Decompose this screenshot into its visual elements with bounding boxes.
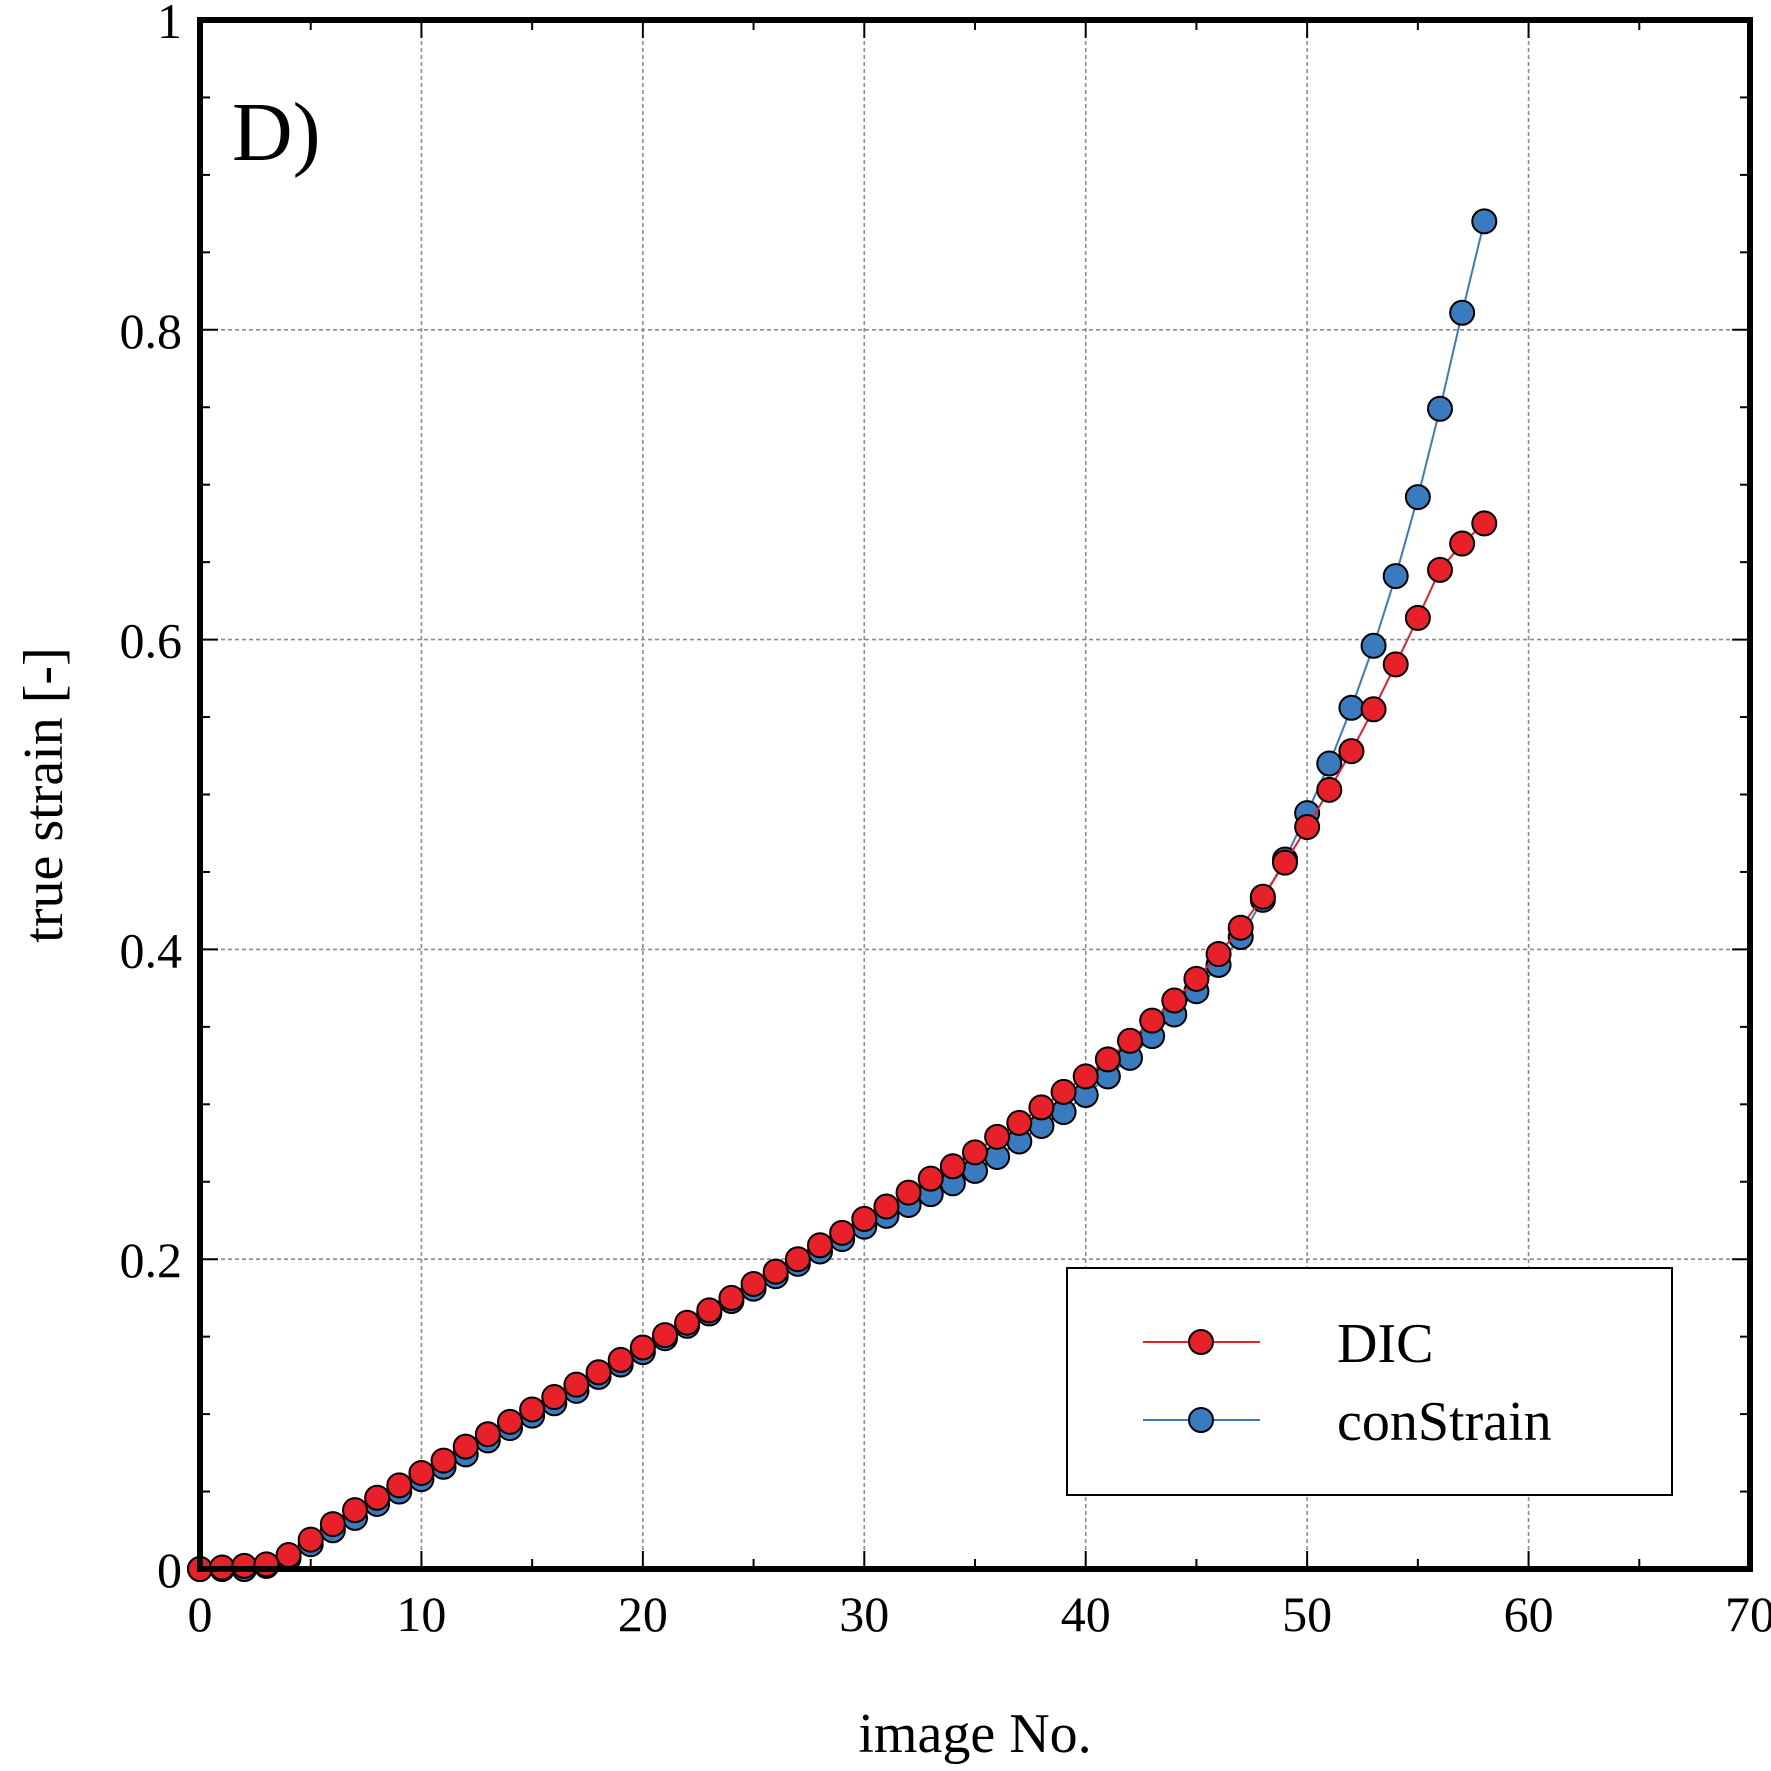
data-point-dic xyxy=(519,1396,546,1423)
data-point-constrain xyxy=(1427,395,1453,422)
data-point-dic xyxy=(962,1139,988,1166)
y-tick-label: 0.4 xyxy=(120,922,183,978)
data-point-constrain xyxy=(1316,750,1343,777)
data-point-dic xyxy=(408,1459,435,1486)
data-point-dic xyxy=(1072,1063,1099,1090)
data-point-dic xyxy=(364,1484,391,1511)
x-tick-label: 70 xyxy=(1725,1586,1771,1642)
data-point-constrain xyxy=(1404,484,1431,511)
data-point-dic xyxy=(1316,776,1343,803)
data-point-dic xyxy=(917,1165,944,1192)
x-axis-label: image No. xyxy=(858,1703,1091,1765)
data-point-dic xyxy=(718,1284,745,1311)
data-point-dic xyxy=(1272,849,1298,876)
data-point-dic xyxy=(497,1408,523,1435)
data-point-dic xyxy=(984,1123,1011,1150)
x-tick-label: 50 xyxy=(1282,1586,1332,1642)
legend: DIC conStrain xyxy=(1066,1267,1673,1496)
plot-series xyxy=(187,208,1498,1582)
legend-marker-dic xyxy=(1188,1329,1214,1355)
data-point-dic xyxy=(1227,914,1254,941)
data-point-constrain xyxy=(1382,563,1409,590)
data-point-dic xyxy=(939,1153,966,1180)
y-tick-labels: 0 0.2 0.4 0.6 0.8 1 xyxy=(120,0,183,1598)
data-point-dic xyxy=(452,1433,479,1460)
data-point-dic xyxy=(319,1511,346,1538)
data-point-dic xyxy=(1028,1094,1055,1121)
data-point-dic xyxy=(1471,510,1498,537)
data-point-dic xyxy=(253,1551,280,1578)
legend-box xyxy=(1066,1267,1673,1496)
data-point-dic xyxy=(607,1346,634,1373)
data-point-dic xyxy=(1338,738,1365,765)
data-point-dic xyxy=(1117,1027,1143,1054)
x-tick-label: 10 xyxy=(396,1586,446,1642)
data-point-dic xyxy=(563,1371,590,1398)
x-tick-label: 30 xyxy=(839,1586,889,1642)
data-point-dic xyxy=(541,1384,568,1411)
data-point-dic xyxy=(297,1526,324,1553)
data-point-dic xyxy=(1006,1109,1033,1136)
data-point-dic xyxy=(1205,941,1232,968)
data-point-dic xyxy=(342,1497,368,1524)
data-point-dic xyxy=(1449,530,1476,557)
data-point-dic xyxy=(1050,1078,1077,1105)
data-point-dic xyxy=(807,1232,833,1259)
data-point-dic xyxy=(1161,987,1188,1014)
data-point-dic xyxy=(629,1334,656,1361)
x-tick-labels: 0 10 20 30 40 50 60 70 xyxy=(188,1586,1771,1642)
data-point-dic xyxy=(851,1205,878,1232)
data-point-dic xyxy=(784,1246,811,1273)
y-axis-label: true strain [-] xyxy=(13,647,75,942)
data-point-dic xyxy=(1294,814,1321,841)
data-point-dic xyxy=(231,1552,258,1579)
data-point-dic xyxy=(1139,1007,1166,1034)
plot-frame xyxy=(197,17,1753,1572)
data-point-dic xyxy=(275,1542,302,1569)
data-point-dic xyxy=(1404,604,1431,631)
y-tick-label: 0 xyxy=(157,1542,182,1598)
data-point-dic xyxy=(829,1219,856,1246)
x-tick-label: 20 xyxy=(618,1586,668,1642)
data-point-dic xyxy=(652,1322,678,1349)
x-tick-label: 40 xyxy=(1061,1586,1111,1642)
x-tick-label: 60 xyxy=(1504,1586,1554,1642)
data-point-dic xyxy=(386,1472,413,1499)
data-point-dic xyxy=(1382,651,1409,678)
y-tick-label: 0.6 xyxy=(120,613,183,669)
y-tick-label: 0.8 xyxy=(120,303,183,359)
data-point-constrain xyxy=(1471,208,1498,235)
data-point-constrain xyxy=(1360,632,1387,659)
legend-marker-constrain xyxy=(1188,1407,1214,1433)
data-point-dic xyxy=(1094,1046,1121,1073)
data-point-dic xyxy=(474,1421,501,1448)
data-point-dic xyxy=(674,1309,701,1336)
y-tick-label: 1 xyxy=(157,0,182,49)
panel-label: D) xyxy=(232,86,321,179)
data-point-dic xyxy=(696,1297,723,1324)
data-point-dic xyxy=(585,1359,612,1386)
data-point-constrain xyxy=(1449,299,1476,326)
x-tick-label: 0 xyxy=(188,1586,213,1642)
data-point-dic xyxy=(1360,696,1387,723)
data-point-dic xyxy=(740,1270,767,1297)
y-tick-label: 0.2 xyxy=(120,1232,183,1288)
data-point-dic xyxy=(1183,965,1210,992)
legend-label-constrain: conStrain xyxy=(1337,1391,1552,1453)
data-point-dic xyxy=(762,1258,789,1285)
data-point-constrain xyxy=(1338,694,1365,721)
data-point-dic xyxy=(1249,883,1276,910)
data-point-dic xyxy=(895,1179,922,1206)
data-point-dic xyxy=(430,1447,457,1474)
data-point-dic xyxy=(873,1193,900,1220)
legend-label-dic: DIC xyxy=(1337,1313,1433,1375)
data-point-dic xyxy=(1427,556,1453,583)
series-dic xyxy=(187,510,1498,1582)
